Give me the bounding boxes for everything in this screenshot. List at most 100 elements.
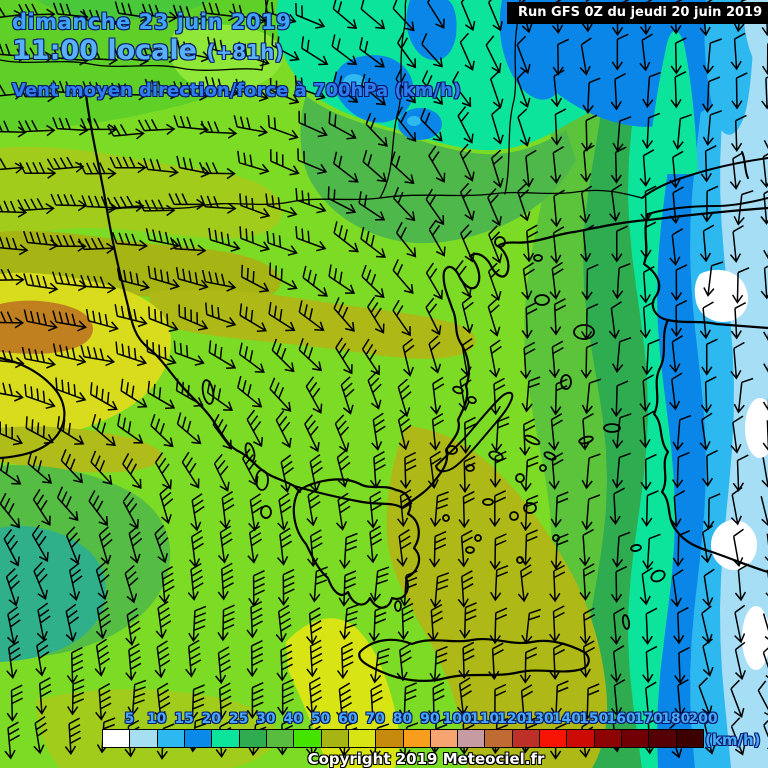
island-outline [442, 514, 450, 522]
island-outline [465, 546, 475, 554]
legend-swatch [156, 729, 185, 748]
island-outline [255, 469, 269, 491]
copyright-label: Copyright 2019 Meteociel.fr [307, 750, 545, 768]
speed-fill-region [407, 116, 421, 126]
legend-swatch [183, 729, 213, 748]
legend-swatch [129, 729, 158, 748]
island-outline [509, 511, 519, 521]
legend-swatch [402, 729, 431, 748]
island-outline [533, 254, 543, 262]
legend-unit-label: (km/h) [705, 731, 761, 749]
island-outline [474, 534, 482, 542]
coastline-euboea [435, 391, 514, 473]
speed-fill-region [36, 0, 210, 21]
calm-white-patch [745, 398, 768, 458]
coastline-marmara-north [641, 157, 768, 199]
legend-threshold-label: 140 [551, 711, 582, 727]
legend-threshold-label: 100 [442, 711, 472, 727]
legend-swatch [375, 729, 404, 748]
legend-swatch [539, 729, 568, 748]
legend-threshold-label: 160 [606, 711, 636, 727]
coastline-marmara-south [647, 197, 768, 215]
island-outline [488, 450, 504, 462]
border-line [0, 59, 263, 71]
island-outline [494, 236, 506, 248]
island-outline [482, 498, 494, 506]
run-info-box: Run GFS 0Z du jeudi 20 juin 2019 [507, 2, 768, 24]
legend-swatch [320, 729, 349, 748]
border-line [504, 0, 521, 195]
island-outline [573, 324, 595, 340]
speed-fill-region [343, 74, 365, 90]
coastline-adriatic [84, 92, 302, 494]
speed-fill-region [300, 96, 576, 244]
legend-threshold-label: 5 [124, 711, 135, 727]
coastline-turkey-west [652, 318, 768, 574]
legend-swatch [293, 729, 322, 748]
island-outline [394, 600, 402, 612]
legend-swatch [484, 729, 513, 748]
island-outline [650, 569, 666, 583]
legend-swatch [211, 729, 240, 748]
legend-threshold-label: 30 [256, 711, 276, 727]
island-outline [630, 544, 642, 552]
legend-swatch [648, 729, 677, 748]
island-outline [201, 379, 215, 405]
coastline-italy-heel [0, 356, 66, 460]
speed-fill-region [0, 146, 283, 239]
legend-swatch [457, 729, 486, 748]
legend-swatch [265, 729, 295, 748]
coastline-bosphorus [741, 151, 749, 179]
coastline-crete [358, 638, 590, 682]
island-outline [515, 473, 525, 483]
calm-white-patch [711, 520, 757, 570]
legend-swatch [511, 729, 541, 748]
island-outline [543, 451, 557, 461]
legend-swatch [593, 729, 623, 748]
legend-swatch [429, 729, 459, 748]
speed-fill-region [150, 289, 476, 359]
island-outline [446, 445, 458, 455]
legend-threshold-label: 90 [420, 711, 440, 727]
speed-fill-region [0, 526, 106, 662]
legend-threshold-label: 180 [661, 711, 691, 727]
legend-threshold-label: 25 [228, 711, 249, 727]
legend-threshold-label: 60 [338, 711, 358, 727]
legend-threshold-label: 50 [310, 711, 331, 727]
speed-fill-region [742, 142, 768, 238]
legend-threshold-label: 80 [392, 711, 413, 727]
island-outline [523, 502, 537, 514]
legend-threshold-label: 170 [633, 711, 664, 727]
legend-threshold-label: 150 [579, 711, 609, 727]
island-outline [603, 423, 621, 433]
speed-fill-region [333, 55, 414, 123]
legend-swatch [347, 729, 377, 748]
run-info-label: Run GFS 0Z du jeudi 20 juin 2019 [518, 5, 763, 20]
legend-threshold-label: 130 [524, 711, 554, 727]
border-line [106, 197, 381, 211]
legend-threshold-label: 110 [469, 711, 500, 727]
speed-fill-region [36, 689, 277, 768]
speed-fill-region [169, 24, 283, 92]
legend-threshold-label: 15 [174, 711, 194, 727]
legend-swatch [566, 729, 595, 748]
legend-threshold-label: 200 [688, 711, 718, 727]
island-outline [539, 464, 547, 472]
speed-fill-region [0, 300, 93, 354]
legend-swatch [621, 729, 650, 748]
island-outline [467, 395, 477, 405]
legend-threshold-label: 10 [146, 711, 167, 727]
legend-threshold-label: 70 [365, 711, 385, 727]
calm-white-patch [742, 606, 768, 670]
legend-threshold-label: 120 [497, 711, 527, 727]
legend-threshold-label: 20 [201, 711, 222, 727]
legend-swatch [675, 729, 705, 748]
legend-swatch [102, 729, 131, 748]
legend-swatch [238, 729, 267, 748]
island-outline [534, 294, 550, 306]
island-outline [578, 435, 594, 445]
speed-fill-region [406, 0, 457, 61]
